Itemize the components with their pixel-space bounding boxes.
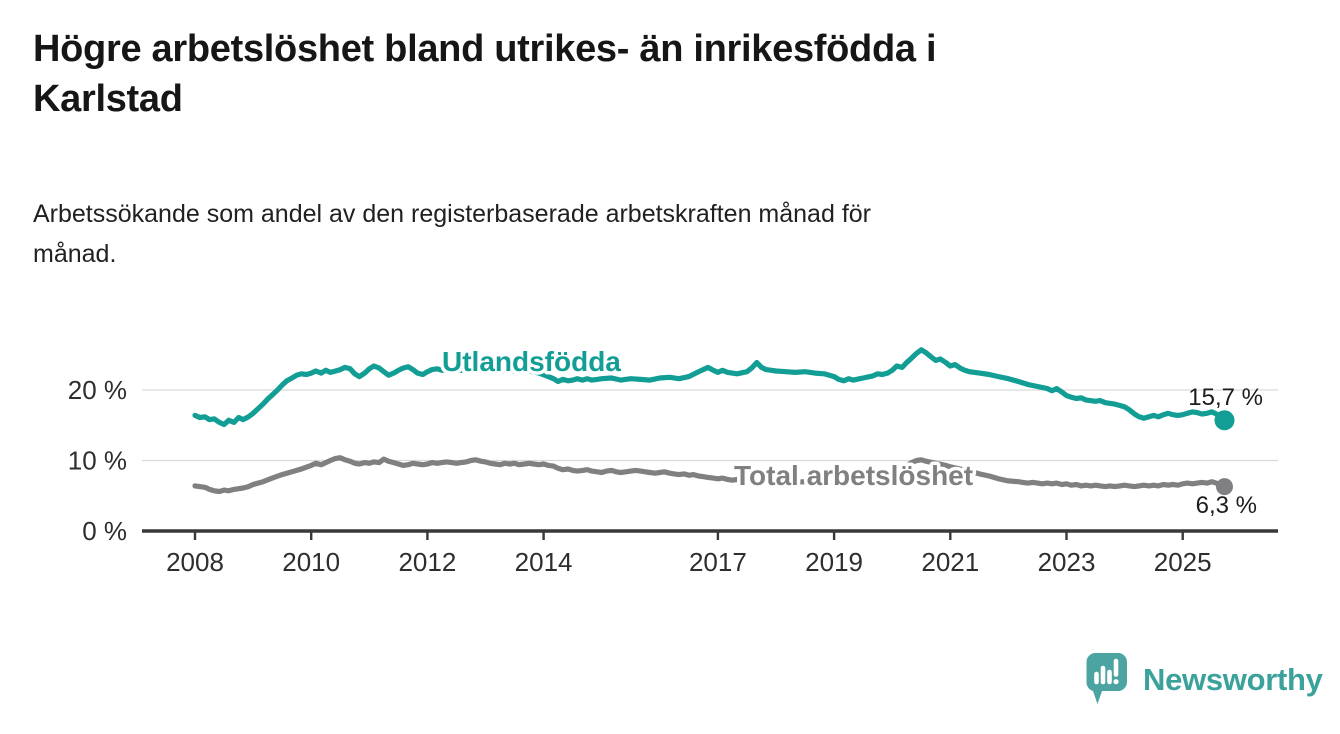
chart-subtitle-line-1: Arbetssökande som andel av den registerb… — [33, 200, 871, 228]
chart-subtitle: Arbetssökande som andel av den registerb… — [33, 194, 1253, 274]
brand-wordmark: Newsworthy — [1143, 662, 1323, 697]
total-arbetsloshet-line — [192, 455, 1228, 495]
series-label-utlandsfodda: Utlandsfödda — [442, 346, 621, 377]
x-tick-label-2012: 2012 — [398, 547, 456, 577]
page-title: Högre arbetslöshet bland utrikes- än inr… — [33, 24, 1223, 124]
unemployment-line-chart: 2008 2010 2012 2014 2017 2019 2021 2023 2025 0 % 1… — [0, 300, 1340, 620]
newsworthy-logo-icon — [1086, 653, 1127, 704]
speech-bubble-shape — [1086, 653, 1127, 704]
line-chart-svg: 2008 2010 2012 2014 2017 2019 2021 2023 2025 0 % 1… — [68, 343, 1278, 577]
x-tick-label-2010: 2010 — [282, 547, 340, 577]
exclamation-dot — [1113, 679, 1119, 685]
x-tick-label-2023: 2023 — [1038, 547, 1096, 577]
chart-subtitle-line-2: månad. — [33, 240, 117, 268]
page-title-line-1: Högre arbetslöshet bland utrikes- än inr… — [33, 28, 937, 70]
end-value-label-total-arbetsloshet: 6,3 % — [1196, 492, 1257, 519]
brand-footer: Newsworthy — [1086, 652, 1323, 708]
x-tick-label-2008: 2008 — [166, 547, 224, 577]
page-title-line-2: Karlstad — [33, 78, 183, 120]
x-tick-label-2025: 2025 — [1154, 547, 1212, 577]
x-tick-label-2019: 2019 — [805, 547, 863, 577]
y-tick-label-20pct: 20 % — [68, 375, 127, 405]
end-value-label-utlandsfodda: 15,7 % — [1188, 384, 1263, 411]
utlandsfodda-endpoint-dot — [1214, 410, 1235, 431]
bar-chart-glyph — [1094, 658, 1119, 685]
utlandsfodda-line — [192, 347, 1228, 428]
x-tick-label-2017: 2017 — [689, 547, 747, 577]
y-tick-label-10pct: 10 % — [68, 446, 127, 476]
x-tick-label-2021: 2021 — [921, 547, 979, 577]
series-label-total-arbetsloshet: Total arbetslöshet — [734, 460, 973, 491]
total-arbetsloshet-endpoint-dot — [1216, 478, 1233, 496]
y-tick-label-0pct: 0 % — [82, 516, 127, 546]
x-tick-label-2014: 2014 — [515, 547, 573, 577]
